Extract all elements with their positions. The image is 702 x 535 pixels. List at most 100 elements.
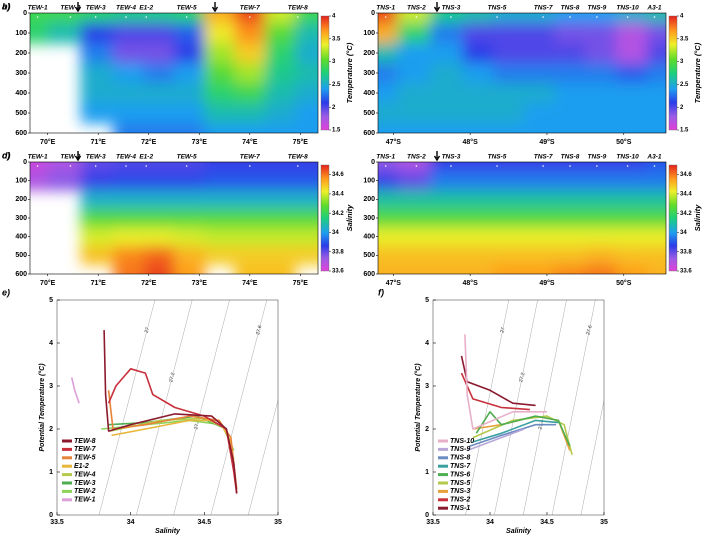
field-cell <box>143 103 175 124</box>
station-label: TEW-8 <box>288 154 308 161</box>
field-cell <box>264 264 296 274</box>
field-blur <box>30 162 318 274</box>
field-cell <box>429 190 463 210</box>
y-tick-label: 0 <box>23 10 27 17</box>
colorbar-tick-label: 4 <box>680 14 684 20</box>
colorbar-tick-label: 4 <box>332 14 336 20</box>
field-cell <box>204 13 236 24</box>
isopycnal <box>551 300 596 515</box>
field-cell <box>397 13 431 24</box>
x-tick-label: 50°S <box>616 138 632 146</box>
field-cell <box>493 171 525 191</box>
field-cell <box>113 246 145 266</box>
station-label: TNS-2 <box>407 154 426 161</box>
field-cell <box>378 171 398 191</box>
station-dot <box>569 16 571 18</box>
y-tick-label: 100 <box>363 178 375 185</box>
station-dot <box>94 16 97 18</box>
legend-label: TNS-9 <box>450 446 470 453</box>
isopycnal <box>136 300 193 515</box>
section-arrow <box>211 2 219 13</box>
field-cell <box>493 43 525 64</box>
field-cell <box>234 208 266 228</box>
station-label: TNS-5 <box>488 5 507 12</box>
field-cell <box>113 227 145 247</box>
field-cell <box>429 246 463 266</box>
field-cell <box>143 162 175 172</box>
field-cell <box>264 63 296 84</box>
x-tick-label: 34 <box>486 519 494 526</box>
field-cell <box>429 264 463 274</box>
field-blur <box>378 13 666 133</box>
field-cell <box>143 63 175 84</box>
colorbar-tick-label: 34.2 <box>332 211 344 217</box>
field-cell <box>174 83 205 104</box>
x-tick-label: 34.5 <box>198 519 212 526</box>
colorbar <box>320 15 330 131</box>
station-dot <box>248 165 251 167</box>
field-cell <box>378 123 398 133</box>
field-cell <box>143 43 175 64</box>
station-label: TNS-5 <box>488 154 507 161</box>
y-tick-label: 2 <box>425 426 429 433</box>
field-cell <box>80 190 114 210</box>
y-tick-label: 100 <box>15 30 27 37</box>
field <box>378 13 666 133</box>
ts-line <box>70 377 80 404</box>
field-cell <box>585 63 617 84</box>
field-cell <box>378 227 398 247</box>
station-label: TEW-5 <box>177 5 197 12</box>
field-cell <box>80 13 114 24</box>
station-dot <box>248 16 251 18</box>
field-cell <box>646 123 666 133</box>
field-cell <box>264 23 296 44</box>
station-label: TEW-7 <box>240 5 260 12</box>
colorbar-tick-label: 33.6 <box>332 269 344 275</box>
station-label: A3-1 <box>646 5 661 12</box>
station-dot <box>450 16 452 18</box>
station-label: TEW-3 <box>86 5 106 12</box>
ts-line <box>472 415 571 451</box>
station-dot <box>542 165 544 167</box>
station-dot <box>542 16 544 18</box>
x-tick-label: 49°S <box>539 279 555 287</box>
station-dot <box>384 165 387 167</box>
colorbar-label: Salinity <box>693 204 702 232</box>
x-tick-label: 72°E <box>141 138 157 146</box>
field-cell <box>47 13 82 24</box>
field-cell <box>204 23 236 44</box>
field-cell <box>646 103 666 124</box>
field-cell <box>397 83 431 104</box>
field-cell <box>462 227 494 247</box>
x-tick-label: 48°S <box>463 279 479 287</box>
field-cell <box>616 63 648 84</box>
field-cell <box>30 171 49 191</box>
x-tick-label: 33.5 <box>426 519 440 526</box>
field-cell <box>234 13 266 24</box>
field-cell <box>585 83 617 104</box>
field-cell <box>585 227 617 247</box>
field-cell <box>204 227 236 247</box>
field-cell <box>378 264 398 274</box>
ts-line <box>460 355 536 407</box>
field-cell <box>113 162 145 172</box>
ts-line <box>111 419 238 490</box>
field-cell <box>295 123 318 133</box>
station-dot <box>296 16 299 18</box>
field-cell <box>646 13 666 24</box>
field-cell <box>80 208 114 228</box>
y-tick-label: 4 <box>49 340 53 347</box>
field-cell <box>493 227 525 247</box>
field-cell <box>295 162 318 172</box>
field-cell <box>80 246 114 266</box>
isopycnal-label: 27.2 <box>168 372 176 383</box>
station-dot <box>653 16 656 18</box>
field-cell <box>429 13 463 24</box>
field-cell <box>113 171 145 191</box>
isopycnal <box>247 399 278 515</box>
field-cell <box>80 63 114 84</box>
field-cell <box>174 103 205 124</box>
legend-label: TNS-8 <box>450 455 470 462</box>
legend-label: TEW-2 <box>74 488 96 495</box>
x-tick-label: 34.5 <box>540 519 554 526</box>
